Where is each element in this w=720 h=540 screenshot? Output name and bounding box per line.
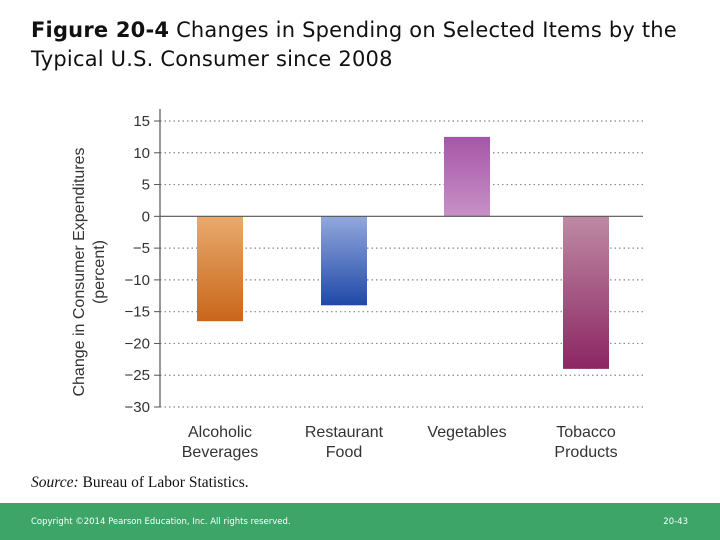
category-label: Restaurant <box>305 424 384 441</box>
figure-number: Figure 20-4 <box>31 18 170 42</box>
y-tick-label: 10 <box>133 145 150 162</box>
y-axis-label-unit: (percent) <box>91 240 108 304</box>
slide-title: Figure 20-4 Changes in Spending on Selec… <box>31 16 701 74</box>
category-label: Beverages <box>182 444 259 461</box>
category-label: Vegetables <box>427 424 506 441</box>
bar-3 <box>444 136 490 217</box>
bar-2 <box>321 216 367 306</box>
category-label: Products <box>554 444 617 461</box>
bars <box>197 136 609 369</box>
bar-chart: 15 10 5 0 −5 −10 −15 −20 −25 −30 Alcoholic Beverage… <box>71 109 643 461</box>
source-note: Source: Bureau of Labor Statistics. <box>31 474 249 492</box>
y-tick-label: −30 <box>125 399 150 416</box>
category-label: Alcoholic <box>188 424 252 441</box>
category-label: Tobacco <box>556 424 616 441</box>
source-lead: Source: <box>31 474 79 491</box>
page-number: 20-43 <box>663 517 688 527</box>
axes <box>154 109 643 408</box>
y-tick-label: −5 <box>133 240 150 257</box>
category-label: Food <box>326 444 362 461</box>
y-tick-label: −20 <box>125 335 150 352</box>
bar-1 <box>197 216 243 322</box>
figure-caption: Changes in Spending on Selected Items by… <box>31 18 677 71</box>
y-tick-label: −25 <box>125 367 150 384</box>
y-tick-label: −15 <box>125 304 150 321</box>
labels: 15 10 5 0 −5 −10 −15 −20 −25 −30 Alcoholic Beverage… <box>71 113 618 461</box>
bar-4 <box>563 216 609 369</box>
y-tick-label: −10 <box>125 272 150 289</box>
y-tick-label: 5 <box>142 177 150 194</box>
y-axis-label: Change in Consumer Expenditures <box>71 147 88 396</box>
footer-bar: Copyright ©2014 Pearson Education, Inc. … <box>0 503 720 540</box>
y-tick-label: 15 <box>133 113 150 130</box>
y-tick-label: 0 <box>142 208 150 225</box>
source-text: Bureau of Labor Statistics. <box>78 474 249 491</box>
copyright-text: Copyright ©2014 Pearson Education, Inc. … <box>31 517 291 527</box>
